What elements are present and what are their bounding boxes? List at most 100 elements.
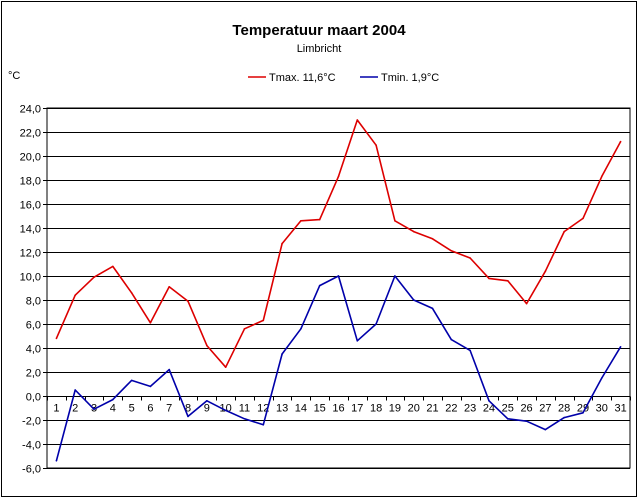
x-tick-label: 1	[53, 403, 59, 415]
x-tick-label: 16	[332, 403, 344, 415]
data-point	[149, 385, 152, 388]
data-point	[112, 398, 114, 401]
data-point	[74, 389, 77, 391]
x-tick-label: 25	[502, 403, 514, 415]
y-tick-label: 6,0	[26, 320, 41, 332]
data-point	[187, 300, 189, 303]
data-point	[130, 292, 133, 294]
data-point	[582, 217, 584, 220]
data-point	[55, 460, 58, 462]
x-tick-label: 18	[370, 403, 382, 415]
data-point	[243, 328, 246, 330]
data-point	[337, 275, 340, 277]
data-point	[356, 340, 359, 342]
data-point	[149, 322, 152, 324]
data-point	[262, 424, 265, 426]
y-tick-label: 4,0	[26, 344, 41, 356]
data-point	[356, 119, 359, 121]
data-point	[281, 242, 283, 245]
x-tick-label: 24	[483, 403, 495, 415]
x-tick-label: 17	[351, 403, 363, 415]
plot-area: 24,022,020,018,016,014,012,010,08,06,04,…	[20, 104, 631, 476]
legend: Tmax. 11,6°C Tmin. 1,9°C	[248, 72, 439, 84]
x-tick-label: 28	[558, 403, 570, 415]
data-point	[394, 275, 396, 277]
data-point	[469, 257, 471, 259]
data-point	[619, 140, 622, 143]
data-point	[488, 400, 490, 402]
y-tick-label: -6,0	[22, 464, 41, 476]
x-tick-label: 13	[276, 403, 288, 415]
data-point	[563, 416, 565, 419]
data-point	[412, 230, 415, 233]
x-tick-label: 5	[129, 403, 135, 415]
data-point	[112, 265, 114, 268]
x-tick-label: 6	[147, 403, 153, 415]
data-point	[600, 175, 603, 178]
data-point	[619, 346, 622, 348]
x-tick-label: 23	[464, 403, 476, 415]
y-tick-label: 12,0	[20, 248, 41, 260]
data-point	[243, 418, 246, 420]
data-point	[300, 220, 302, 222]
data-point	[506, 418, 509, 420]
temperature-chart: Temperatuur maart 2004 Limbricht °C Tmax…	[8, 22, 631, 476]
data-point	[544, 270, 547, 273]
data-point	[187, 415, 189, 418]
y-tick-label: 22,0	[20, 128, 41, 140]
data-point	[55, 337, 58, 340]
x-tick-label: 20	[408, 403, 420, 415]
data-point	[93, 408, 95, 411]
data-point	[582, 412, 584, 414]
y-tick-label: 0,0	[26, 392, 41, 404]
y-tick-label: 20,0	[20, 152, 41, 164]
x-tick-label: 14	[295, 403, 307, 415]
y-tick-label: 18,0	[20, 176, 41, 188]
data-point	[488, 277, 490, 280]
data-point	[431, 238, 434, 240]
x-tick-label: 4	[110, 403, 116, 415]
chart-subtitle: Limbricht	[297, 43, 342, 55]
data-point	[206, 400, 208, 402]
data-point	[544, 428, 547, 431]
data-point	[300, 328, 302, 330]
data-point	[412, 299, 415, 301]
legend-label: Tmin. 1,9°C	[381, 72, 439, 84]
data-point	[224, 409, 227, 412]
x-tick-label: 9	[204, 403, 210, 415]
y-tick-label: 8,0	[26, 296, 41, 308]
x-tick-label: 26	[520, 403, 532, 415]
x-tick-label: 27	[539, 403, 551, 415]
data-point	[375, 323, 377, 325]
x-tick-label: 31	[614, 403, 626, 415]
data-point	[600, 377, 603, 379]
data-point	[130, 379, 133, 382]
x-tick-label: 30	[596, 403, 608, 415]
x-tick-label: 11	[239, 403, 250, 415]
data-point	[281, 353, 283, 355]
data-point	[563, 230, 565, 233]
data-point	[168, 286, 171, 288]
x-tick-label: 21	[426, 403, 438, 415]
data-point	[318, 284, 321, 287]
x-tick-label: 15	[314, 403, 326, 415]
data-point	[450, 250, 453, 252]
data-point	[525, 302, 528, 305]
data-point	[74, 294, 77, 297]
data-point	[206, 344, 208, 347]
data-point	[262, 319, 265, 322]
data-point	[168, 368, 171, 371]
x-tick-label: 2	[72, 403, 78, 415]
data-point	[375, 144, 377, 146]
y-tick-label: -2,0	[22, 416, 41, 428]
y-tick-label: 24,0	[20, 104, 41, 116]
legend-label: Tmax. 11,6°C	[269, 72, 336, 84]
y-axis-unit: °C	[8, 70, 20, 82]
chart-title: Temperatuur maart 2004	[232, 22, 406, 39]
data-point	[337, 175, 340, 178]
x-tick-label: 8	[185, 403, 191, 415]
data-point	[431, 307, 434, 310]
y-tick-label: 14,0	[20, 224, 41, 236]
data-point	[469, 349, 471, 352]
x-tick-label: 22	[445, 403, 457, 415]
